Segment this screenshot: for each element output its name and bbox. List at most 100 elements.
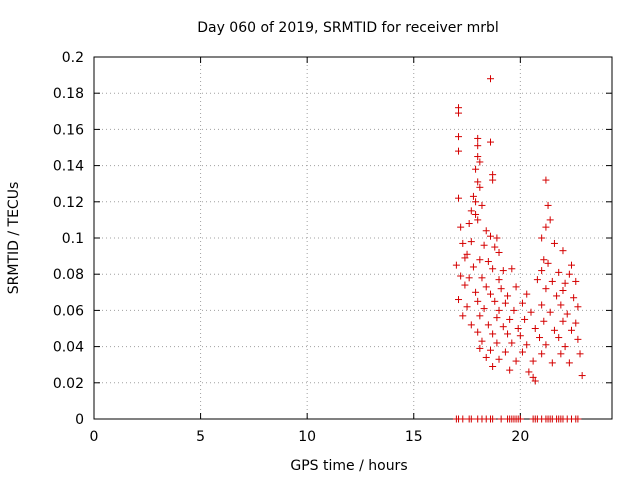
data-point (499, 267, 507, 275)
data-point (565, 270, 573, 278)
y-tick-label: 0 (75, 412, 84, 428)
data-point (482, 353, 490, 361)
data-point (504, 292, 512, 300)
data-point (495, 248, 503, 256)
data-point (565, 359, 573, 367)
data-point (525, 368, 533, 376)
data-point (469, 192, 477, 200)
data-point (540, 317, 548, 325)
data-point (501, 299, 509, 307)
data-point (559, 247, 567, 255)
data-point (572, 319, 580, 327)
data-point (550, 239, 558, 247)
data-point (457, 223, 465, 231)
data-point (495, 306, 503, 314)
x-tick-label: 5 (196, 429, 205, 445)
data-point (476, 312, 484, 320)
data-point (467, 415, 475, 423)
data-point (533, 276, 541, 284)
data-point (510, 306, 518, 314)
data-point (455, 109, 463, 117)
data-point (557, 301, 565, 309)
data-point (529, 373, 537, 381)
data-point (484, 258, 492, 266)
data-point (576, 350, 584, 358)
y-tick-label: 0.16 (53, 122, 84, 138)
data-point (574, 303, 582, 311)
data-point (506, 366, 514, 374)
data-point (493, 339, 501, 347)
data-point (567, 261, 575, 269)
data-point (567, 326, 575, 334)
data-point (476, 158, 484, 166)
data-point (489, 415, 497, 423)
data-point (486, 232, 494, 240)
data-point (467, 238, 475, 246)
data-point (542, 223, 550, 231)
data-point (461, 254, 469, 262)
data-point (486, 75, 494, 83)
data-point (523, 341, 531, 349)
data-point (497, 285, 505, 293)
data-point (463, 250, 471, 258)
data-point (578, 372, 586, 380)
data-point (474, 178, 482, 186)
data-point (508, 339, 516, 347)
y-tick-label: 0.1 (62, 231, 84, 247)
data-point (538, 301, 546, 309)
data-point (504, 330, 512, 338)
data-point (521, 315, 529, 323)
data-point (489, 265, 497, 273)
x-tick-label: 20 (511, 429, 529, 445)
data-point (538, 234, 546, 242)
data-point (455, 133, 463, 141)
data-point (478, 337, 486, 345)
data-point (455, 296, 463, 304)
data-point (489, 330, 497, 338)
data-point (478, 274, 486, 282)
data-point (553, 292, 561, 300)
data-point (459, 415, 467, 423)
data-point (538, 350, 546, 358)
x-tick-label: 15 (405, 429, 423, 445)
gridlines (94, 57, 612, 419)
data-point (540, 256, 548, 264)
data-point (491, 297, 499, 305)
data-point (476, 256, 484, 264)
data-point (555, 268, 563, 276)
data-point (544, 259, 552, 267)
data-point (480, 305, 488, 313)
data-point (501, 348, 509, 356)
y-tick-label: 0.18 (53, 86, 84, 102)
data-point (499, 323, 507, 331)
x-axis-label: GPS time / hours (290, 458, 407, 474)
y-axis-label: SRMTID / TECUs (6, 182, 22, 295)
data-point (491, 243, 499, 251)
data-point (536, 334, 544, 342)
data-point (455, 147, 463, 155)
data-point (561, 279, 569, 287)
data-point (476, 183, 484, 191)
data-point (548, 277, 556, 285)
data-point (452, 261, 460, 269)
data-point (523, 290, 531, 298)
data-point (516, 332, 524, 340)
data-point (486, 290, 494, 298)
data-point (474, 153, 482, 161)
data-point (546, 216, 554, 224)
data-point (514, 325, 522, 332)
x-tick-label: 0 (90, 429, 99, 445)
data-point (518, 348, 526, 356)
data-point (506, 315, 514, 323)
data-point (461, 281, 469, 289)
data-point (472, 210, 480, 218)
data-point (529, 357, 537, 365)
data-point (559, 286, 567, 294)
data-point (467, 207, 475, 215)
data-point (472, 165, 480, 173)
data-point (557, 350, 565, 358)
data-point (512, 283, 520, 291)
data-point (563, 310, 571, 318)
data-point (531, 325, 539, 332)
data-point (486, 138, 494, 146)
